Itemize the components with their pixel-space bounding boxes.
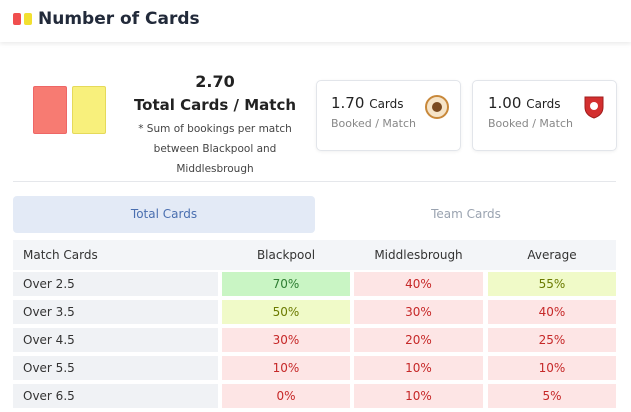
percent-cell: 10% xyxy=(488,356,616,380)
column-header: Average xyxy=(527,248,577,262)
total-note: * Sum of bookings per match between Blac… xyxy=(138,123,292,175)
team-label: Booked / Match xyxy=(331,117,416,130)
team-box xyxy=(316,80,461,151)
team-unit: Cards xyxy=(526,97,561,111)
percent-cell: 5% xyxy=(488,384,616,408)
row-label: Over 4.5 xyxy=(13,328,218,352)
percent-cell: 25% xyxy=(488,328,616,352)
total-value: 2.70 xyxy=(195,72,235,91)
percent-cell: 30% xyxy=(222,328,350,352)
percent-cell: 40% xyxy=(354,272,483,296)
team-unit: Cards xyxy=(369,97,404,111)
percent-cell: 10% xyxy=(354,384,483,408)
yellow-card xyxy=(72,86,106,134)
total-label: Total Cards / Match xyxy=(133,96,297,114)
percent-cell: 10% xyxy=(222,356,350,380)
yellow-card-icon xyxy=(24,13,32,25)
row-label: Over 2.5 xyxy=(13,272,218,296)
row-label: Over 3.5 xyxy=(13,300,218,324)
percent-cell: 0% xyxy=(222,384,350,408)
percent-cell: 55% xyxy=(488,272,616,296)
team-value: 1.00 xyxy=(488,94,522,112)
percent-cell: 70% xyxy=(222,272,350,296)
column-header: Middlesbrough xyxy=(374,248,463,262)
team-crest xyxy=(425,95,449,119)
title: Number of Cards xyxy=(38,9,200,29)
table-header xyxy=(13,240,616,270)
team-box xyxy=(472,80,617,151)
team-label: Booked / Match xyxy=(488,117,573,130)
tab[interactable]: Team Cards xyxy=(431,207,501,221)
percent-cell: 20% xyxy=(354,328,483,352)
row-label: Over 5.5 xyxy=(13,356,218,380)
team-value: 1.70 xyxy=(331,94,365,112)
red-card-icon xyxy=(13,13,21,25)
row-label: Over 6.5 xyxy=(13,384,218,408)
percent-cell: 50% xyxy=(222,300,350,324)
column-header: Match Cards xyxy=(23,248,98,262)
team-crest xyxy=(584,96,604,119)
column-header: Blackpool xyxy=(256,248,316,262)
percent-cell: 10% xyxy=(354,356,483,380)
red-card xyxy=(33,86,67,134)
tab-active[interactable]: Total Cards xyxy=(13,196,315,233)
separator xyxy=(13,181,616,182)
percent-cell: 30% xyxy=(354,300,483,324)
percent-cell: 40% xyxy=(488,300,616,324)
